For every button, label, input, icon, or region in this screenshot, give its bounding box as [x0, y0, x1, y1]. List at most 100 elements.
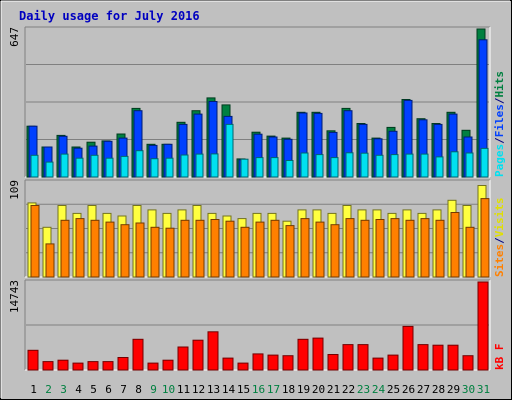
- bar: [162, 359, 174, 371]
- bar: [480, 198, 490, 278]
- bar: [117, 357, 129, 371]
- x-tick-label: 26: [402, 383, 415, 396]
- bar: [195, 219, 205, 278]
- y-max-label: 647: [8, 27, 21, 47]
- bar: [405, 219, 415, 278]
- x-tick-label: 24: [372, 383, 386, 396]
- x-tick-label: 27: [417, 383, 430, 396]
- bar: [270, 219, 280, 278]
- bar: [447, 344, 459, 371]
- legend-entry: Pages: [493, 144, 506, 177]
- bar: [345, 218, 355, 278]
- x-tick-label: 28: [432, 383, 445, 396]
- bar: [195, 153, 204, 178]
- bar: [60, 153, 69, 178]
- bar: [375, 154, 384, 178]
- bar: [177, 346, 189, 371]
- legend-entry: kB F: [493, 344, 506, 371]
- bar: [420, 153, 429, 178]
- bar: [357, 344, 369, 371]
- chart-title: Daily usage for July 2016: [19, 9, 200, 23]
- bar: [210, 153, 219, 178]
- bar: [45, 161, 54, 178]
- x-tick-label: 14: [222, 383, 236, 396]
- bar: [435, 219, 445, 278]
- bar: [180, 154, 189, 178]
- x-tick-label: 8: [135, 383, 142, 396]
- y-max-label: 14743: [8, 280, 21, 313]
- bar: [312, 337, 324, 371]
- bar: [102, 361, 114, 371]
- bar: [27, 349, 39, 371]
- x-tick-label: 23: [357, 383, 370, 396]
- bar: [87, 361, 99, 371]
- bar: [372, 357, 384, 371]
- bar: [135, 150, 144, 178]
- legend-entry: Visits: [493, 198, 506, 238]
- bar: [120, 224, 130, 278]
- bar: [75, 218, 85, 278]
- bar: [30, 154, 39, 178]
- bar: [30, 205, 40, 278]
- x-tick-label: 11: [177, 383, 190, 396]
- legend-entry: Hits: [493, 71, 506, 98]
- bar: [297, 338, 309, 371]
- bar: [75, 157, 84, 178]
- chart-panels: 647Pages/Files/Hits109Sites/Visits14743k…: [8, 26, 506, 371]
- bar: [255, 157, 264, 178]
- bar: [165, 157, 174, 178]
- bar: [330, 224, 340, 278]
- x-tick-label: 2: [45, 383, 52, 396]
- x-tick-label: 16: [252, 383, 265, 396]
- bar: [135, 222, 145, 278]
- x-tick-label: 31: [477, 383, 490, 396]
- bar: [222, 357, 234, 371]
- bar: [330, 157, 339, 178]
- bar: [477, 281, 489, 371]
- bar: [72, 362, 84, 371]
- bar: [267, 354, 279, 371]
- y-max-label: 109: [8, 180, 21, 200]
- bar: [105, 157, 114, 178]
- legend-entry: /: [493, 137, 506, 144]
- x-tick-label: 5: [90, 383, 97, 396]
- series-pages: [30, 123, 489, 178]
- bar: [270, 157, 279, 178]
- bar: [300, 218, 310, 278]
- x-tick-label: 18: [282, 383, 295, 396]
- legend-entry: /: [493, 237, 506, 244]
- x-tick-label: 7: [120, 383, 127, 396]
- bar: [150, 158, 159, 178]
- x-tick-label: 3: [60, 383, 67, 396]
- bar: [387, 354, 399, 371]
- panel-visits-sites: 109 Sites/Visits: [8, 179, 506, 278]
- bar: [60, 219, 70, 278]
- series-kb-f: [27, 281, 489, 371]
- x-tick-label: 10: [162, 383, 175, 396]
- bar: [180, 219, 190, 278]
- legend-entry: /: [493, 97, 506, 104]
- x-tick-label: 1: [30, 383, 37, 396]
- bar: [480, 147, 489, 178]
- bar: [462, 355, 474, 371]
- bar: [390, 154, 399, 178]
- bar: [240, 226, 250, 278]
- x-tick-label: 17: [267, 383, 280, 396]
- bar: [360, 152, 369, 178]
- x-tick-label: 15: [237, 383, 250, 396]
- bar: [90, 219, 100, 278]
- legend: kB F: [493, 344, 506, 371]
- bar: [120, 155, 129, 178]
- x-tick-label: 4: [75, 383, 82, 396]
- bar: [315, 154, 324, 178]
- x-tick-label: 21: [327, 383, 340, 396]
- bar: [282, 355, 294, 371]
- bar: [435, 156, 444, 178]
- bar: [345, 152, 354, 178]
- bar: [342, 344, 354, 371]
- legend-entry: Files: [493, 104, 506, 137]
- bar: [375, 219, 385, 278]
- x-tick-label: 19: [297, 383, 310, 396]
- bar: [237, 362, 249, 371]
- bar: [210, 219, 220, 278]
